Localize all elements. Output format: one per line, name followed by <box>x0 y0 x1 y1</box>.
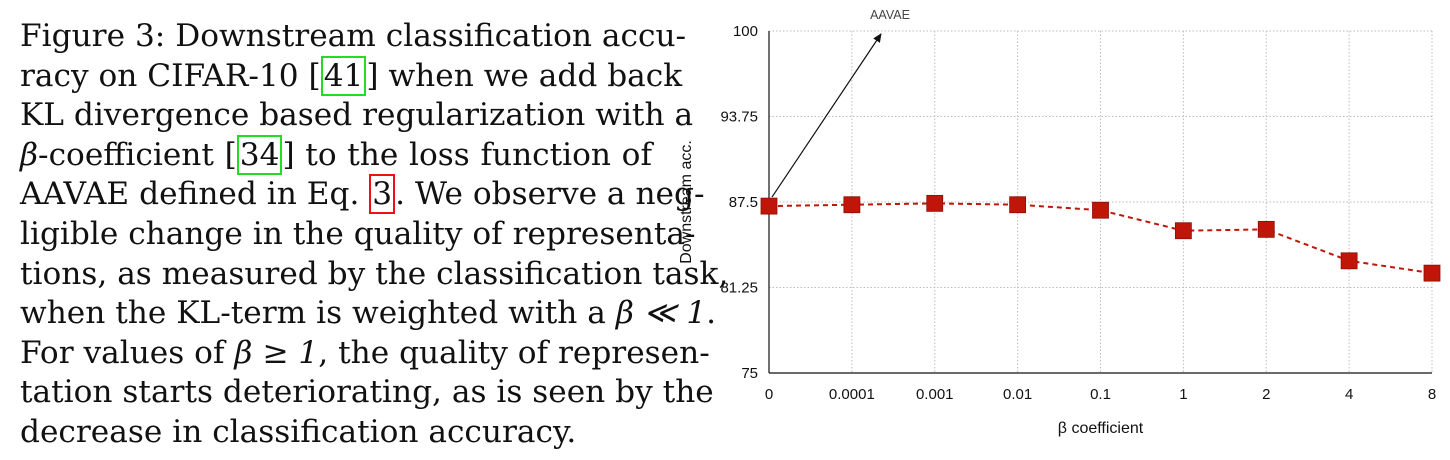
caption-line-7: tions, as measured by the classification… <box>20 255 729 292</box>
y-tick-label: 87.5 <box>729 194 758 211</box>
x-tick-label: 8 <box>1428 386 1436 403</box>
x-axis-title: β coefficient <box>1058 420 1144 437</box>
tick-labels: 75 81.25 87.5 93.75 100 0 0.0001 0.001 0.01 0.1 1 2… <box>678 23 1436 437</box>
x-tick-label: 1 <box>1179 386 1187 403</box>
x-tick-label: 0.01 <box>1003 386 1032 403</box>
figure-caption: Figure 3: Downstream classification accu… <box>20 17 729 453</box>
caption-line-10: tation starts deteriorating, as is seen … <box>20 374 714 411</box>
data-point-0.001 <box>926 194 944 212</box>
y-axis-title: Downstream acc. <box>678 140 695 264</box>
data-point-0.0001 <box>843 196 861 214</box>
annotation-arrow <box>771 33 882 198</box>
y-tick-label: 93.75 <box>720 109 758 126</box>
caption-text: ] to the loss function of <box>282 136 652 173</box>
series-line <box>768 202 1433 275</box>
caption-text: -coefficient [ <box>38 136 237 173</box>
caption-line-3: KL divergence based regularization with … <box>20 97 694 134</box>
x-tick-label: 2 <box>1262 386 1270 403</box>
data-point-0.1 <box>1092 201 1109 219</box>
data-point-0.01 <box>1009 196 1027 214</box>
caption-text: , the quality of represen- <box>318 334 710 371</box>
x-tick-label: 0.0001 <box>829 386 875 403</box>
y-tick-label: 81.25 <box>720 280 758 297</box>
caption-line-8: when the KL-term is weighted with a β ≪ … <box>20 294 716 334</box>
annotation: AAVAE <box>771 8 910 198</box>
grid <box>769 30 1433 373</box>
chart-svg: 75 81.25 87.5 93.75 100 0 0.0001 0.001 0.01 0.1 1 2… <box>678 8 1441 437</box>
caption-line-11: decrease in classification accuracy. <box>20 413 577 450</box>
equation-link-3[interactable]: 3 <box>369 174 396 215</box>
y-tick-label: 100 <box>733 23 758 40</box>
annotation-label: AAVAE <box>870 8 910 22</box>
x-tick-label: 4 <box>1345 386 1353 403</box>
accuracy-chart: 75 81.25 87.5 93.75 100 0 0.0001 0.001 0.01 0.1 1 2… <box>660 0 1450 460</box>
x-tick-label: 0.001 <box>916 386 954 403</box>
data-point-0 <box>760 197 778 215</box>
beta-symbol: β <box>20 136 39 173</box>
caption-line-9: For values of β ≥ 1, the quality of repr… <box>20 334 710 374</box>
x-tick-label: 0 <box>765 386 773 403</box>
caption-line-5: AAVAE defined in Eq. 3. We observe a neg… <box>20 174 705 215</box>
caption-line-1: Figure 3: Downstream classification accu… <box>20 18 687 54</box>
citation-link-41[interactable]: 41 <box>320 55 367 96</box>
data-point-2 <box>1257 220 1275 238</box>
caption-text: ] when we add back <box>366 57 683 94</box>
caption-text: For values of <box>20 334 235 371</box>
beta-inequality: β ≥ 1 <box>234 334 319 371</box>
x-tick-label: 0.1 <box>1090 386 1111 403</box>
caption-line-4: β-coefficient [34] to the loss function … <box>20 134 652 176</box>
series-accuracy <box>760 194 1441 282</box>
caption-text: when the KL-term is weighted with a <box>20 295 616 332</box>
caption-text: . <box>706 295 717 332</box>
data-point-8 <box>1423 264 1441 282</box>
caption-line-6: ligible change in the quality of represe… <box>20 215 696 252</box>
beta-inequality: β ≪ 1 <box>615 295 707 332</box>
y-tick-label: 75 <box>741 365 758 382</box>
caption-text: . We observe a neg- <box>395 176 705 213</box>
data-point-1 <box>1174 222 1192 240</box>
citation-link-34[interactable]: 34 <box>236 134 283 175</box>
caption-line-2: racy on CIFAR-10 [41] when we add back <box>20 55 682 97</box>
caption-text: AAVAE defined in Eq. <box>20 176 370 213</box>
caption-text: racy on CIFAR-10 [ <box>20 57 321 94</box>
data-point-4 <box>1340 252 1358 270</box>
